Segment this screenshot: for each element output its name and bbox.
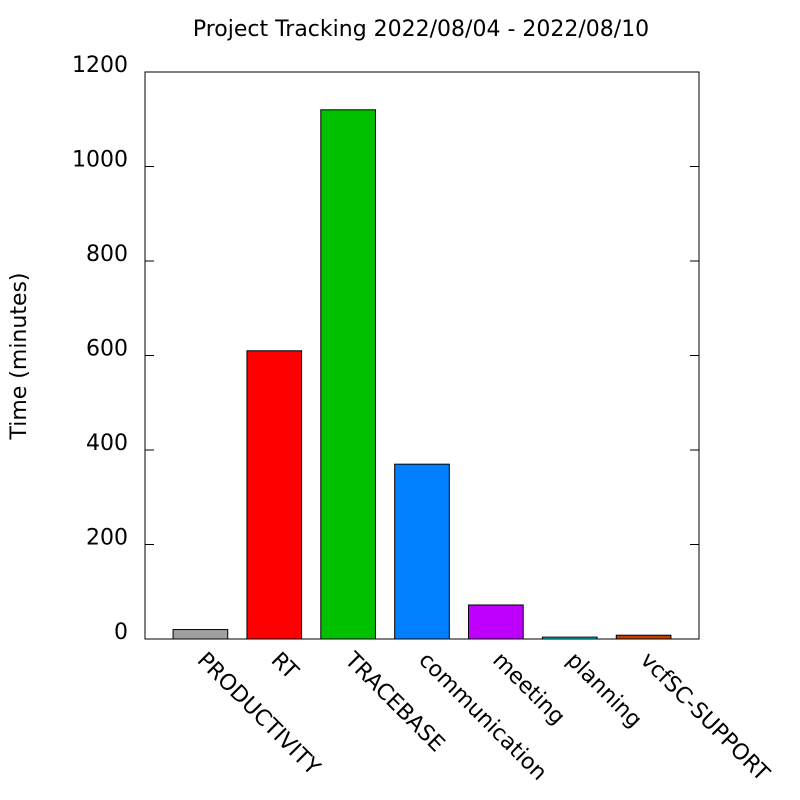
y-tick-label: 800 (86, 242, 128, 267)
x-tick-label: planning (561, 648, 646, 733)
y-tick-label: 600 (86, 337, 128, 362)
bar (246, 350, 303, 640)
x-tick-label: RT (266, 648, 303, 685)
bar (172, 629, 229, 640)
x-tick-label: communication (414, 648, 552, 786)
bar (394, 463, 450, 640)
y-tick-label: 200 (86, 526, 128, 551)
y-tick-label: 0 (114, 620, 128, 645)
plot-border (144, 71, 700, 640)
y-tick-label: 1000 (72, 148, 128, 173)
bar (320, 109, 376, 640)
x-tick-label: vcfSC-SUPPORT (635, 648, 774, 787)
y-axis-label: Time (minutes) (7, 272, 32, 440)
x-tick-label: PRODUCTIVITY (192, 648, 325, 781)
y-tick-label: 400 (86, 431, 128, 456)
bar (468, 604, 524, 640)
y-tick-label: 1200 (72, 53, 128, 78)
bar (615, 634, 672, 640)
chart-title: Project Tracking 2022/08/04 - 2022/08/10 (193, 17, 649, 42)
